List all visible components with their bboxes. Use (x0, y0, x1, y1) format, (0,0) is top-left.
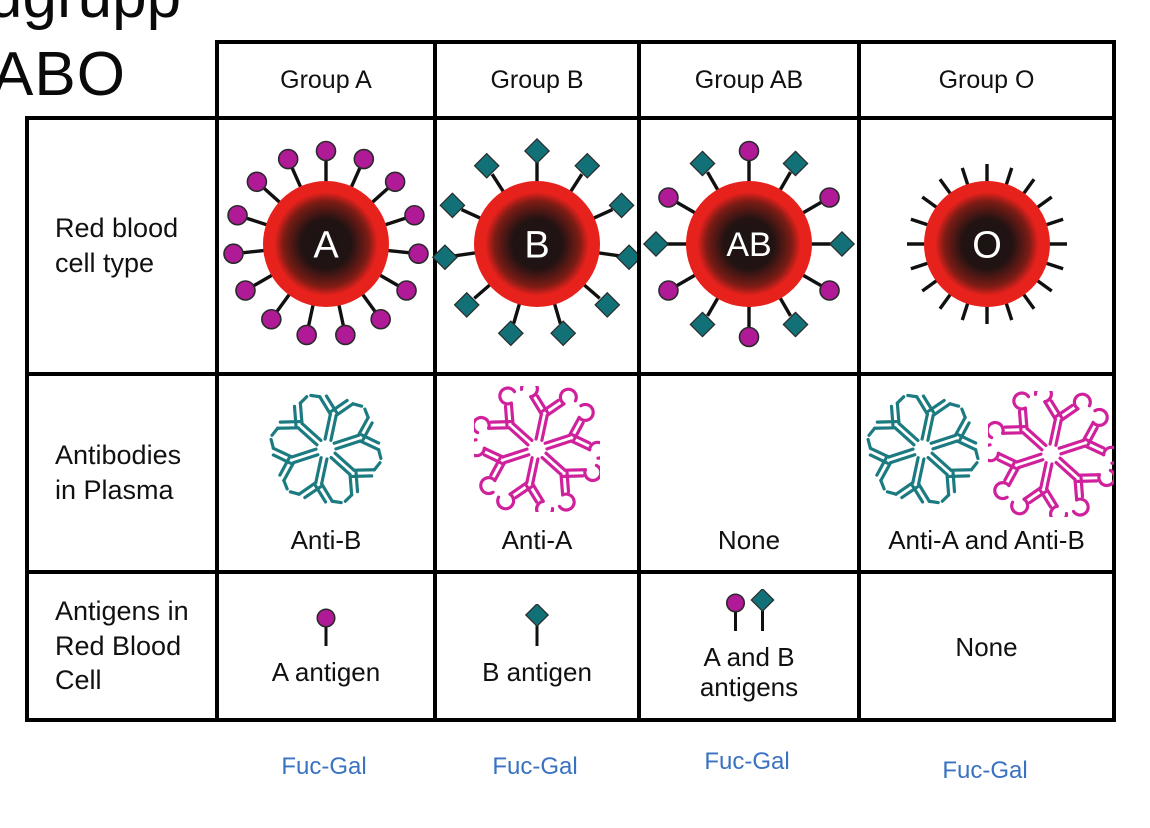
fuc-gal-annotation-group-ab: Fuc-Gal (704, 748, 790, 775)
rbc-cell-group-o: O (857, 116, 1116, 376)
column-header-label: Group AB (694, 65, 804, 94)
column-header-group-ab: Group AB (637, 40, 861, 120)
antigen-cell-group-b: B antigen (433, 570, 641, 722)
fuc-gal-annotation-group-b: Fuc-Gal (492, 753, 578, 780)
anti-a-and-anti-b-antibody-clusters-icon (860, 376, 1121, 526)
row-label-antibodies-in-plasma: Antibodies in Plasma (25, 372, 219, 574)
column-header-label: Group B (490, 65, 584, 94)
column-header-group-b: Group B (433, 40, 641, 120)
fuc-gal-annotation-group-a: Fuc-Gal (281, 753, 367, 780)
antibody-label: Anti-A and Anti-B (888, 525, 1085, 556)
anti-b-antibody-pinwheel-icon (263, 386, 389, 517)
abo-title: ABO (0, 40, 126, 109)
antibody-label: None (717, 525, 781, 556)
antibody-cell-group-a: Anti-B (215, 372, 437, 574)
page-title-fragment: ugrupp (0, 0, 181, 28)
antigen-label: None (955, 631, 1018, 662)
rbc-cell-group-b: B (431, 116, 643, 376)
fuc-gal-annotation-group-o: Fuc-Gal (942, 757, 1028, 784)
column-header-group-o: Group O (857, 40, 1116, 120)
antibody-cell-group-b: Anti-A (433, 372, 641, 574)
svg-text:B: B (524, 224, 549, 266)
anti-a-antibody-pinwheel-icon (466, 378, 608, 519)
antibody-cell-group-ab: None (637, 372, 861, 574)
row-label-text: Antigens in Red Blood Cell (55, 596, 189, 696)
anti-b-antibody-pinwheel-icon (860, 386, 986, 517)
svg-text:A: A (313, 224, 339, 266)
anti-a-antibody-pinwheel-icon (980, 383, 1121, 524)
antibody-label: Anti-B (290, 525, 362, 556)
antigen-cell-group-a: A antigen (215, 570, 437, 722)
row-label-red-blood-cell-type: Red blood cell type (25, 116, 219, 376)
column-header-label: Group A (280, 65, 372, 94)
antigen-cell-group-ab: A and B antigens (637, 570, 861, 722)
antigen-cell-group-o: None (857, 570, 1116, 722)
row-label-antigens-in-red-blood-cell: Antigens in Red Blood Cell (25, 570, 219, 722)
red-blood-cell-o-illustration: O (879, 136, 1095, 357)
red-blood-cell-b-illustration: B (429, 136, 645, 357)
column-header-group-a: Group A (215, 40, 437, 120)
anti-b-antibody-cluster-icon (263, 376, 389, 526)
antibody-cell-group-o: Anti-A and Anti-B (857, 372, 1121, 574)
antibody-label: Anti-A (501, 525, 573, 556)
row-label-text: Red blood cell type (55, 213, 179, 278)
svg-text:O: O (972, 224, 1002, 266)
a-antigen-icon (294, 604, 358, 655)
b-antigen-icon (505, 603, 569, 655)
antigen-label: B antigen (482, 657, 592, 688)
antigen-label: A and B antigens (699, 642, 799, 702)
red-blood-cell-ab-illustration: AB (641, 136, 857, 357)
column-header-label: Group O (938, 65, 1035, 94)
rbc-cell-group-ab: AB (637, 116, 861, 376)
antigen-label: A antigen (271, 657, 381, 688)
svg-text:AB: AB (726, 225, 771, 263)
a-and-b-antigens-icon (717, 588, 781, 640)
red-blood-cell-a-illustration: A (218, 136, 434, 357)
rbc-cell-group-a: A (215, 116, 437, 376)
anti-a-antibody-cluster-icon (466, 376, 608, 526)
row-label-text: Antibodies in Plasma (55, 440, 182, 505)
